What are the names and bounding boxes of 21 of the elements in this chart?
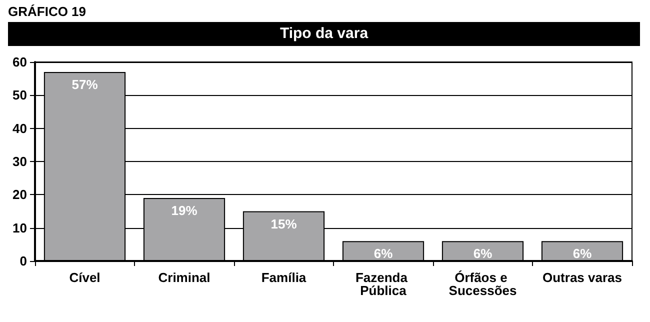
- x-tick-label: Família: [261, 270, 307, 285]
- x-tick-label: Criminal: [158, 270, 210, 285]
- chart-title: Tipo da vara: [8, 22, 640, 46]
- data-label: 19%: [171, 202, 198, 218]
- data-label: 57%: [72, 76, 98, 92]
- y-tick-label: 30: [12, 154, 27, 169]
- data-label: 6%: [473, 246, 493, 262]
- x-tick-label: Cível: [69, 270, 100, 285]
- data-label: 15%: [270, 216, 298, 232]
- y-tick-label: 40: [12, 120, 27, 136]
- y-tick-label: 50: [12, 88, 27, 103]
- data-label: 6%: [374, 246, 394, 262]
- x-tick-label: Outras varas: [542, 270, 622, 285]
- y-tick-label: 60: [12, 54, 27, 70]
- y-tick-label: 0: [20, 254, 27, 268]
- text: GRÁFICO 19: [8, 4, 86, 19]
- y-tick-label: 10: [12, 220, 27, 236]
- data-label: 6%: [572, 246, 592, 262]
- x-tick-label: Fazenda Pública: [355, 270, 412, 298]
- x-tick-label: Órfãos e Sucessões: [448, 270, 517, 298]
- y-tick-label: 20: [12, 187, 27, 202]
